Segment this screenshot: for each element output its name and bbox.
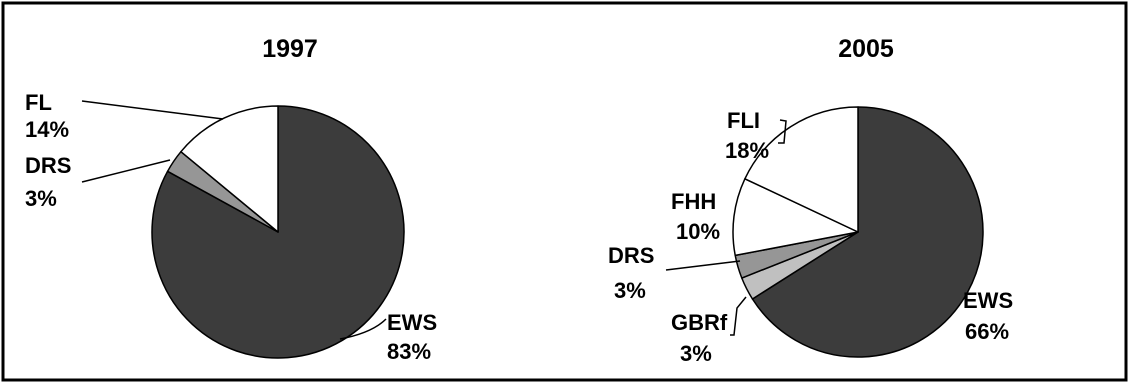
leader-line-drs-1997 [81,159,171,183]
label-name-fhh-2005: FHH [671,189,716,214]
label-name-ews-2005: EWS [963,288,1013,313]
pie-slice-ews-2005 [751,106,984,358]
label-name-drs-1997: DRS [25,153,71,178]
pie-slice-fli-2005 [744,106,859,233]
label-value-ews-2005: 66% [965,319,1009,344]
chart-title-1997: 1997 [262,35,318,63]
leader-line-fl-1997 [81,100,224,120]
label-name-gbrf-2005: GBRf [671,310,728,335]
pie-slice-fhh-2005 [732,178,859,257]
label-value-fhh-2005: 10% [676,219,720,244]
label-name-fl-1997: FL [25,90,52,115]
label-name-fli-2005: FLI [727,108,760,133]
pie-slice-ews-1997 [151,105,405,359]
label-value-gbrf-2005: 3% [680,341,712,366]
label-name-drs-2005: DRS [608,243,654,268]
label-value-fli-2005: 18% [725,138,769,163]
leader-line-gbrf-2005 [730,296,747,336]
label-value-drs-2005: 3% [614,278,646,303]
label-value-fl-1997: 14% [25,117,69,142]
label-value-drs-1997: 3% [25,186,57,211]
leader-line-ews-1997 [339,318,387,340]
chart-title-2005: 2005 [838,35,894,63]
pie-2005 [732,106,984,358]
label-value-ews-1997: 83% [387,339,431,364]
pie-slice-fl-1997 [180,105,279,233]
leader-line-drs-2005 [665,260,741,271]
pie-1997 [151,105,405,359]
leader-line-fli-2005 [778,119,787,144]
label-name-ews-1997: EWS [387,310,437,335]
